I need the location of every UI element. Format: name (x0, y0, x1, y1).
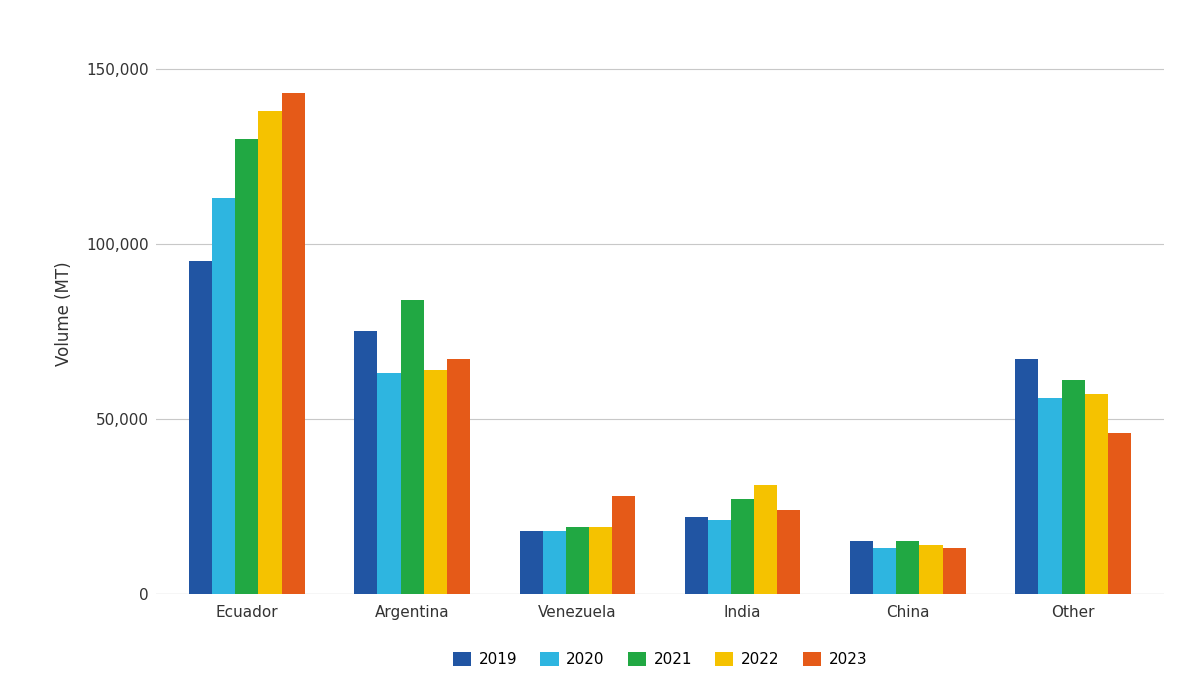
Bar (282, 93, 305, 594)
Bar (874, 549, 896, 594)
Bar (190, 261, 212, 594)
Bar (612, 496, 635, 594)
Bar (1085, 394, 1108, 594)
Bar (896, 541, 919, 594)
Bar (235, 139, 258, 594)
Bar (754, 485, 778, 594)
Bar (1015, 359, 1038, 594)
Bar (919, 545, 942, 594)
Bar (589, 527, 612, 594)
Bar (212, 198, 235, 594)
Bar (1108, 433, 1130, 594)
Bar (685, 517, 708, 594)
Bar (520, 531, 542, 594)
Bar (354, 331, 378, 594)
Bar (258, 111, 282, 594)
Bar (731, 500, 754, 594)
Bar (378, 373, 401, 594)
Bar (446, 359, 470, 594)
Bar (566, 527, 589, 594)
Y-axis label: Volume (MT): Volume (MT) (54, 262, 72, 366)
Bar (424, 370, 446, 594)
Bar (708, 520, 731, 594)
Bar (778, 510, 800, 594)
Legend: 2019, 2020, 2021, 2022, 2023: 2019, 2020, 2021, 2022, 2023 (452, 652, 868, 667)
Bar (1062, 381, 1085, 594)
Bar (850, 541, 874, 594)
Bar (1038, 398, 1062, 594)
Bar (401, 300, 424, 594)
Bar (542, 531, 566, 594)
Bar (942, 549, 966, 594)
